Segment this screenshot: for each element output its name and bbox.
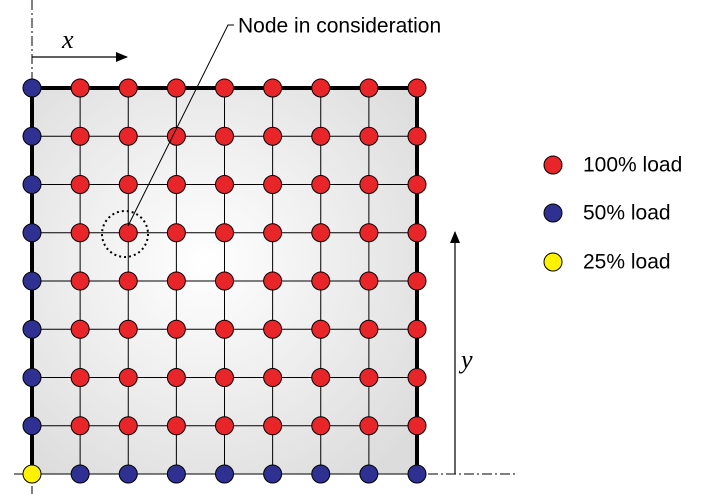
node bbox=[263, 271, 283, 291]
node bbox=[407, 416, 427, 436]
node bbox=[22, 464, 42, 484]
node bbox=[22, 223, 42, 243]
x-label: x bbox=[61, 25, 74, 54]
node bbox=[359, 464, 379, 484]
node bbox=[311, 368, 331, 387]
node bbox=[407, 126, 427, 146]
node bbox=[166, 368, 186, 387]
node bbox=[166, 464, 186, 484]
legend-label: 25% load bbox=[583, 251, 671, 274]
node bbox=[359, 319, 379, 339]
legend-swatch bbox=[543, 155, 563, 175]
node bbox=[70, 126, 90, 146]
node bbox=[22, 368, 42, 387]
node bbox=[22, 175, 42, 194]
node bbox=[70, 175, 90, 194]
node bbox=[118, 464, 138, 484]
node bbox=[22, 416, 42, 436]
node bbox=[263, 175, 283, 194]
node bbox=[166, 175, 186, 194]
node bbox=[118, 126, 138, 146]
node bbox=[166, 223, 186, 243]
node bbox=[70, 416, 90, 436]
annotation: Node in consideration bbox=[238, 15, 441, 38]
node bbox=[118, 223, 138, 243]
node bbox=[263, 368, 283, 387]
node bbox=[359, 223, 379, 243]
node bbox=[215, 78, 234, 98]
node bbox=[359, 271, 379, 291]
node bbox=[311, 271, 331, 291]
node bbox=[118, 416, 138, 436]
leader-line bbox=[127, 24, 234, 227]
node bbox=[311, 223, 331, 243]
y-label: y bbox=[458, 345, 473, 374]
node bbox=[311, 126, 331, 146]
node bbox=[311, 175, 331, 194]
node bbox=[263, 223, 283, 243]
node bbox=[118, 78, 138, 98]
node bbox=[359, 368, 379, 387]
node bbox=[215, 368, 234, 387]
node bbox=[166, 416, 186, 436]
node bbox=[118, 368, 138, 387]
legend-swatch bbox=[543, 252, 563, 272]
node bbox=[118, 175, 138, 194]
node bbox=[359, 416, 379, 436]
node bbox=[263, 319, 283, 339]
node bbox=[166, 78, 186, 98]
node bbox=[22, 78, 42, 98]
node bbox=[359, 126, 379, 146]
node bbox=[407, 368, 427, 387]
node bbox=[407, 223, 427, 243]
node bbox=[166, 319, 186, 339]
legend-label: 100% load bbox=[583, 154, 682, 177]
node bbox=[263, 126, 283, 146]
node bbox=[407, 464, 427, 484]
node bbox=[70, 319, 90, 339]
legend-swatch bbox=[543, 203, 563, 223]
node bbox=[215, 271, 234, 291]
highlight-circle bbox=[101, 210, 149, 258]
node bbox=[118, 271, 138, 291]
node bbox=[215, 126, 234, 146]
node bbox=[311, 464, 331, 484]
node bbox=[22, 271, 42, 291]
node bbox=[407, 319, 427, 339]
node bbox=[407, 175, 427, 194]
node bbox=[311, 78, 331, 98]
node bbox=[263, 464, 283, 484]
node bbox=[70, 271, 90, 291]
legend-label: 50% load bbox=[583, 202, 671, 225]
node bbox=[311, 416, 331, 436]
node bbox=[70, 223, 90, 243]
node bbox=[215, 319, 234, 339]
node bbox=[359, 175, 379, 194]
node bbox=[22, 319, 42, 339]
node bbox=[70, 368, 90, 387]
node bbox=[166, 126, 186, 146]
node bbox=[215, 464, 234, 484]
node bbox=[359, 78, 379, 98]
node bbox=[70, 78, 90, 98]
nodes bbox=[22, 78, 427, 484]
node bbox=[118, 319, 138, 339]
node bbox=[70, 464, 90, 484]
node bbox=[215, 175, 234, 194]
node bbox=[215, 223, 234, 243]
node bbox=[407, 271, 427, 291]
node bbox=[311, 319, 331, 339]
node bbox=[215, 416, 234, 436]
node bbox=[263, 78, 283, 98]
node bbox=[166, 271, 186, 291]
node bbox=[22, 126, 42, 146]
node bbox=[407, 78, 427, 98]
node bbox=[263, 416, 283, 436]
